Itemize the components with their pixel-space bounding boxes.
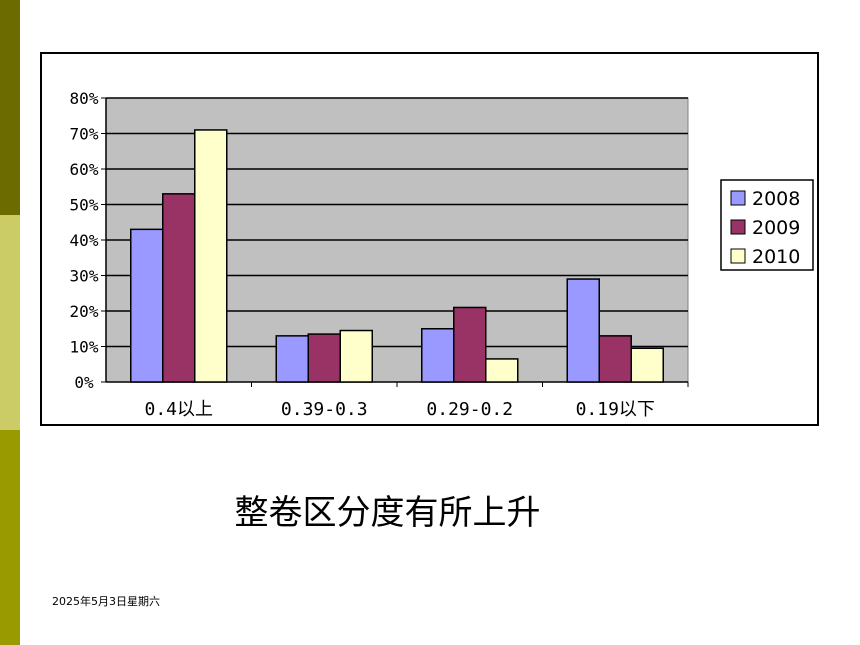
bar-2008: [130, 228, 164, 383]
bar-2009: [307, 333, 341, 383]
x-tick-label: 0.19以下: [576, 399, 655, 420]
y-tick-label: 20%: [70, 302, 99, 321]
bar-2009: [162, 193, 196, 383]
bar-2010: [485, 358, 519, 383]
x-tick-label: 0.29-0.2: [426, 399, 513, 420]
bar-2010: [339, 329, 373, 383]
x-tick-label: 0.4以上: [144, 399, 213, 420]
footer-date: 2025年5月3日星期六: [52, 595, 160, 608]
bar-2008: [566, 278, 600, 383]
bar-2010: [194, 129, 228, 383]
side-bar-top: [0, 0, 20, 215]
legend-swatch-2010: [730, 248, 746, 264]
bar-2009: [598, 335, 632, 383]
y-tick-label: 50%: [70, 196, 99, 215]
slide-caption: 整卷区分度有所上升: [234, 493, 541, 533]
bar-chart: 0% 10% 20% 30% 40% 50% 60% 70% 80% 0.4以上 0.39-0.3 0…: [70, 89, 814, 420]
y-tick-label: 60%: [70, 160, 99, 179]
bar-2010: [630, 347, 664, 383]
legend-label-2009: 2009: [752, 217, 800, 239]
legend-swatch-2009: [730, 219, 746, 235]
y-tick-label: 70%: [70, 125, 99, 144]
y-tick-label: 0%: [74, 373, 94, 392]
side-bar-bottom: [0, 430, 20, 645]
bar-2008: [275, 335, 309, 383]
x-tick-label: 0.39-0.3: [281, 399, 368, 420]
legend-swatch-2008: [730, 190, 746, 206]
y-tick-label: 80%: [70, 89, 99, 108]
legend-label-2010: 2010: [752, 246, 800, 268]
chart-frame: 0% 10% 20% 30% 40% 50% 60% 70% 80% 0.4以上 0.39-0.3 0…: [40, 52, 819, 426]
y-tick-label: 40%: [70, 231, 99, 250]
legend-label-2008: 2008: [752, 188, 800, 210]
bar-2008: [421, 328, 455, 383]
y-tick-label: 30%: [70, 267, 99, 286]
bar-2009: [453, 306, 487, 383]
side-bar-middle: [0, 215, 20, 430]
y-tick-label: 10%: [70, 338, 99, 357]
